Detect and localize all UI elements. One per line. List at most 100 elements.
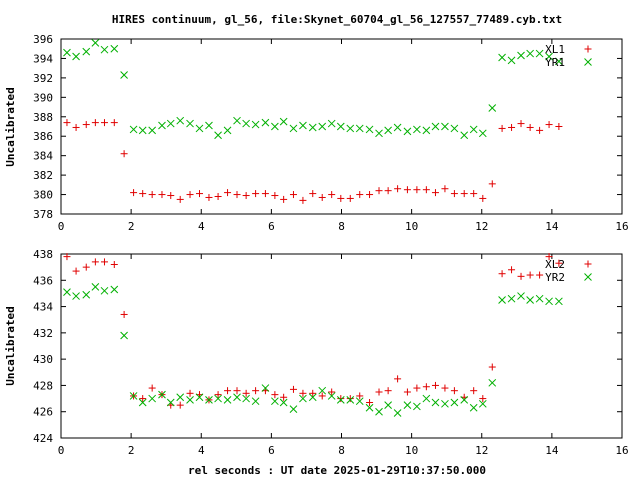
data-point	[242, 119, 250, 128]
data-point	[100, 119, 108, 127]
data-point	[195, 393, 204, 402]
data-point	[167, 192, 175, 200]
data-point	[394, 185, 402, 193]
data-point	[394, 375, 402, 383]
data-point	[138, 398, 147, 407]
data-point	[299, 121, 307, 130]
panel-2-xtick-label: 4	[198, 444, 205, 457]
data-point	[205, 121, 213, 130]
data-point	[176, 401, 184, 409]
panel-2-xtick-label: 12	[475, 444, 488, 457]
data-point	[120, 71, 128, 79]
data-point	[384, 126, 392, 135]
data-point	[242, 389, 250, 397]
data-point	[251, 397, 260, 406]
data-point	[271, 192, 279, 200]
data-point	[166, 398, 175, 407]
data-point	[346, 396, 355, 404]
data-point	[299, 394, 307, 403]
data-point	[508, 266, 516, 274]
data-point	[214, 391, 222, 399]
panel-1-ytick-label: 384	[33, 150, 53, 163]
panel-2-y-axis-label: Uncalibrated	[4, 306, 17, 385]
legend-label: YR2	[545, 271, 565, 284]
data-point	[72, 267, 80, 275]
panel-2-series-yr2	[63, 283, 563, 417]
data-point	[110, 44, 119, 53]
chart-title: HIRES continuum, gl_56, file:Skynet_6070…	[112, 13, 562, 26]
data-point	[393, 409, 402, 417]
legend-label: XL1	[545, 43, 565, 56]
data-point	[186, 191, 194, 199]
data-point	[346, 194, 354, 202]
data-point	[224, 189, 232, 197]
panel-1-xtick-label: 14	[545, 220, 559, 233]
data-point	[478, 399, 487, 408]
data-point	[526, 296, 534, 304]
data-point	[517, 272, 525, 280]
data-point	[129, 125, 138, 134]
data-point	[507, 56, 516, 65]
panel-1-series-yr1	[63, 39, 563, 140]
data-point	[158, 390, 166, 399]
data-point	[431, 381, 439, 389]
data-point	[205, 193, 213, 201]
data-point	[403, 127, 412, 136]
data-point	[158, 121, 166, 130]
data-point	[308, 123, 317, 132]
panel-2-xtick-label: 16	[615, 444, 628, 457]
data-point	[431, 189, 439, 197]
panel-1-series-xl1	[63, 119, 563, 204]
data-point	[91, 119, 99, 127]
data-point	[186, 389, 194, 397]
panel-2-xtick-label: 0	[58, 444, 65, 457]
panel-2-ytick-label: 424	[33, 432, 53, 445]
data-point	[536, 126, 544, 134]
data-point	[91, 283, 100, 291]
data-point	[299, 196, 307, 204]
data-point	[498, 270, 506, 278]
data-point	[545, 52, 553, 61]
data-point	[176, 116, 185, 125]
data-point	[508, 123, 516, 131]
data-point	[251, 120, 260, 129]
panel-1-ytick-label: 380	[33, 189, 53, 202]
data-point	[328, 388, 336, 396]
data-point	[545, 253, 553, 261]
panel-1-ytick-label: 378	[33, 208, 53, 221]
data-point	[346, 124, 355, 133]
panel-1-xtick-label: 2	[128, 220, 135, 233]
data-point	[488, 363, 496, 371]
panel-1-ytick-label: 386	[33, 130, 53, 143]
data-point	[139, 395, 147, 403]
data-point	[422, 126, 431, 135]
data-point	[346, 395, 354, 403]
data-point	[450, 190, 458, 198]
data-point	[488, 378, 497, 387]
data-point	[413, 402, 421, 411]
data-point	[365, 125, 374, 134]
data-point	[120, 310, 128, 318]
data-point	[223, 396, 232, 404]
data-point	[545, 121, 553, 129]
data-point	[384, 187, 392, 195]
data-point	[498, 296, 506, 304]
panel-2-ytick-label: 432	[33, 327, 53, 340]
data-point	[470, 387, 478, 395]
data-point	[82, 47, 91, 56]
panel-1-xtick-label: 12	[475, 220, 488, 233]
data-point	[470, 190, 478, 198]
panel-1-ytick-label: 390	[33, 91, 53, 104]
data-point	[555, 297, 563, 306]
panel-1-xtick-label: 8	[338, 220, 345, 233]
data-point	[110, 119, 118, 127]
data-point	[422, 394, 431, 403]
data-point	[224, 387, 232, 395]
data-point	[403, 186, 411, 194]
panel-2-ytick-label: 438	[33, 248, 53, 261]
data-point	[422, 383, 430, 391]
data-point	[100, 258, 108, 266]
legend-marker	[584, 260, 592, 268]
